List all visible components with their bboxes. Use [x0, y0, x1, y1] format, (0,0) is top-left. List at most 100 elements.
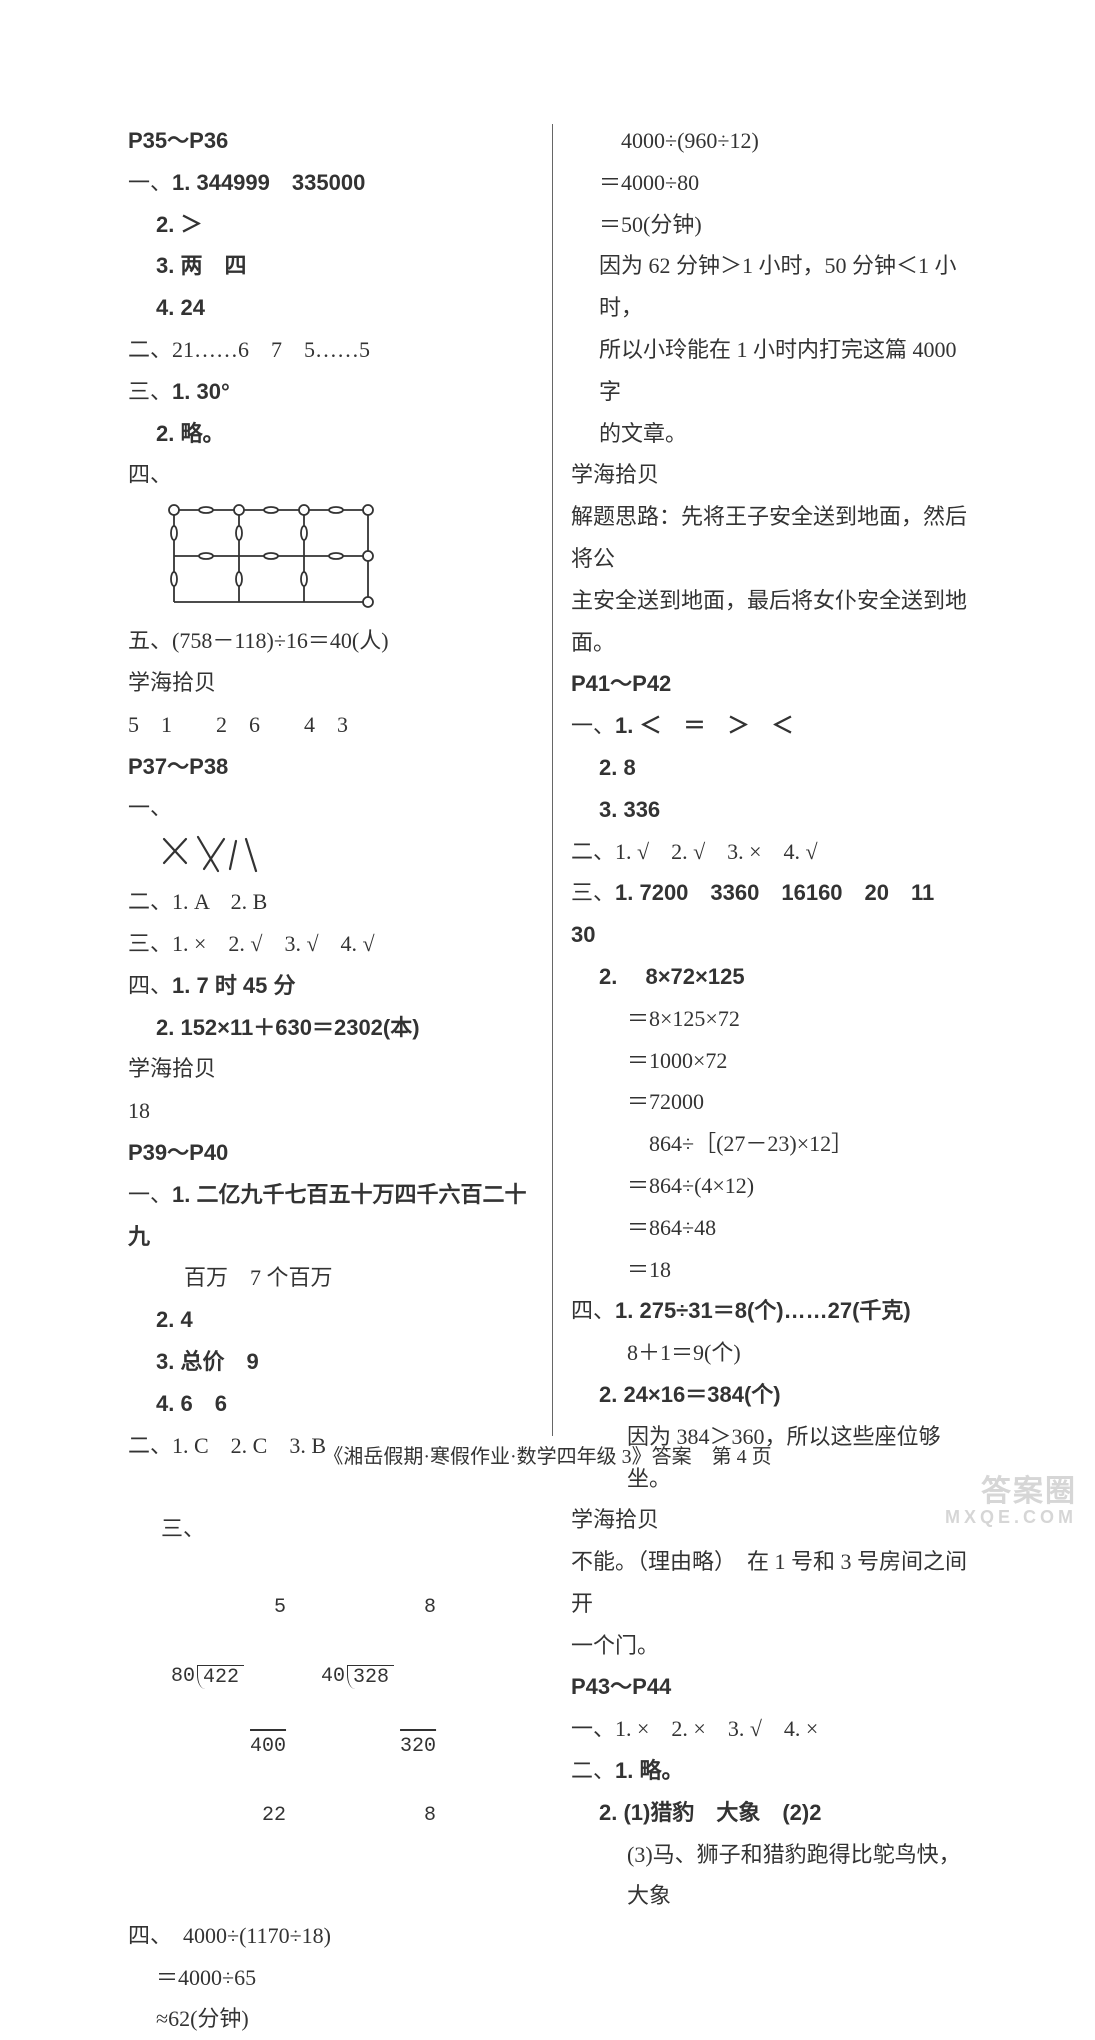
text-line: 3. 总价 9: [128, 1341, 534, 1383]
item: 1. 二亿九千七百五十万四千六百二十九: [128, 1182, 526, 1249]
text-line: ＝4000÷65: [128, 1957, 534, 1999]
label: 四、: [128, 1923, 161, 1948]
text-line: 解题思路：先将王子安全送到地面，然后将公: [571, 496, 977, 580]
subheading: 学海拾贝: [128, 662, 534, 704]
item: 1. 略。: [615, 1758, 683, 1783]
item: 1. 7 时 45 分: [172, 973, 296, 998]
text-line: 二、1. A 2. B: [128, 881, 534, 923]
dividend: 328: [347, 1665, 394, 1689]
text-line: ≈62(分钟): [128, 1998, 534, 2040]
text-line: 一、1. ＜ ＝ ＞ ＜: [571, 705, 977, 747]
text-line: ＝864÷(4×12): [571, 1165, 977, 1207]
left-column: P35～P36 一、1. 344999 335000 2. ＞ 3. 两 四 4…: [110, 120, 552, 1496]
text-line: (3)马、狮子和猎豹跑得比鸵鸟快，大象: [571, 1834, 977, 1918]
subheading: 学海拾贝: [571, 1499, 977, 1541]
text-line: 三、1. × 2. √ 3. √ 4. √: [128, 923, 534, 965]
watermark: 答案圈 MXQE.COM: [945, 1475, 1077, 1528]
label: 四、: [571, 1298, 615, 1323]
subheading: 学海拾贝: [128, 1048, 534, 1090]
text-line: 2. (1)猎豹 大象 (2)2: [571, 1792, 977, 1834]
text-line: 18: [128, 1090, 534, 1132]
text-line: 二、21……6 7 5……5: [128, 329, 534, 371]
page-footer: 《湘岳假期·寒假作业·数学四年级 3》答案 第 4 页: [0, 1438, 1095, 1476]
heading-p37-38: P37～P38: [128, 746, 534, 788]
text-line: 4. 6 6: [128, 1383, 534, 1425]
sub: 320: [400, 1735, 436, 1758]
text-line: 3. 两 四: [128, 245, 534, 287]
text-line: 所以小玲能在 1 小时内打完这篇 4000 字: [571, 329, 977, 413]
long-division-row: 三、 5 80422 400 22 8 40328 320 8: [128, 1466, 534, 1914]
heading-p43-44: P43～P44: [571, 1666, 977, 1708]
text-line: 一、: [128, 787, 534, 829]
text-line: 2. 152×11＋630＝2302(本): [128, 1007, 534, 1049]
text-line: ＝864÷48: [571, 1207, 977, 1249]
text-line: 百万 7 个百万: [128, 1257, 534, 1299]
text-line: 不能。（理由略） 在 1 号和 3 号房间之间开: [571, 1541, 977, 1625]
expr: 4000÷(1170÷18): [161, 1923, 331, 1948]
text-line: 2. 4: [128, 1299, 534, 1341]
quotient: 5: [171, 1596, 291, 1619]
grid-diagram: [166, 500, 376, 612]
label: 一、: [128, 1182, 172, 1207]
text-line: 2. 8×72×125: [571, 956, 977, 998]
heading-p39-40: P39～P40: [128, 1132, 534, 1174]
label: 二、: [571, 1758, 615, 1783]
text-line: 一、1. 344999 335000: [128, 162, 534, 204]
text-line: ＝18: [571, 1249, 977, 1291]
remainder: 22: [171, 1804, 291, 1827]
text-line: 五、(758－118)÷16＝40(人): [128, 620, 534, 662]
watermark-line2: MXQE.COM: [945, 1508, 1077, 1528]
long-division-1: 5 80422 400 22: [171, 1550, 291, 1873]
text-line: 864÷［(27－23)×12］: [571, 1123, 977, 1165]
quotient: 8: [321, 1596, 441, 1619]
item: 1. 344999 335000: [172, 170, 365, 195]
text-line: 二、1. √ 2. √ 3. × 4. √: [571, 831, 977, 873]
text-line: 四、1. 275÷31＝8(个)……27(千克): [571, 1290, 977, 1332]
text-line: ＝8×125×72: [571, 998, 977, 1040]
text-line: 8＋1＝9(个): [571, 1332, 977, 1374]
text-line: 二、1. 略。: [571, 1750, 977, 1792]
text-line: 一、1. × 2. × 3. √ 4. ×: [571, 1708, 977, 1750]
heading-p41-42: P41～P42: [571, 663, 977, 705]
remainder: 8: [321, 1804, 441, 1827]
text-line: 四、1. 7 时 45 分: [128, 965, 534, 1007]
label: 三、: [571, 880, 615, 905]
heading-p35-36: P35～P36: [128, 120, 534, 162]
text-line: 三、1. 7200 3360 16160 20 11 30: [571, 872, 977, 956]
text-line: 三、1. 30°: [128, 371, 534, 413]
text-line: 一、1. 二亿九千七百五十万四千六百二十九: [128, 1174, 534, 1258]
text-line: 3. 336: [571, 789, 977, 831]
sub: 400: [250, 1735, 286, 1758]
text-line: 2. ＞: [128, 204, 534, 246]
text-line: 一个门。: [571, 1625, 977, 1667]
cross-marks-icon: [158, 833, 268, 877]
text-line: 主安全送到地面，最后将女仆安全送到地面。: [571, 580, 977, 664]
text-line: ＝4000÷80: [571, 162, 977, 204]
text-line: 4. 24: [128, 287, 534, 329]
divisor: 40: [321, 1665, 347, 1689]
item: 1. 7200 3360 16160 20 11 30: [571, 880, 956, 947]
label: 三、: [128, 379, 172, 404]
text-line: 的文章。: [571, 413, 977, 455]
text-line: 2. 24×16＝384(个): [571, 1374, 977, 1416]
item: 1. 275÷31＝8(个)……27(千克): [615, 1298, 911, 1323]
long-division-group: 5 80422 400 22 8 40328 320 8: [171, 1550, 441, 1873]
dividend: 422: [197, 1665, 244, 1689]
subheading: 学海拾贝: [571, 454, 977, 496]
text-line: ＝50(分钟): [571, 204, 977, 246]
label: 四、: [128, 973, 172, 998]
text-line: 四、 4000÷(1170÷18): [128, 1915, 534, 1957]
text-line: 5 1 2 6 4 3: [128, 704, 534, 746]
text-line: 2. 略。: [128, 413, 534, 455]
page: P35～P36 一、1. 344999 335000 2. ＞ 3. 两 四 4…: [0, 0, 1095, 1536]
right-column: 4000÷(960÷12) ＝4000÷80 ＝50(分钟) 因为 62 分钟＞…: [553, 120, 995, 1496]
text-line: ＝72000: [571, 1081, 977, 1123]
long-division-2: 8 40328 320 8: [321, 1550, 441, 1873]
label: 三、: [161, 1516, 205, 1541]
text-line: 四、: [128, 454, 534, 496]
text-line: ＝1000×72: [571, 1040, 977, 1082]
text-line: 4000÷(960÷12): [571, 120, 977, 162]
label: 一、: [571, 713, 615, 738]
watermark-line1: 答案圈: [981, 1475, 1077, 1508]
label: 一、: [128, 170, 172, 195]
